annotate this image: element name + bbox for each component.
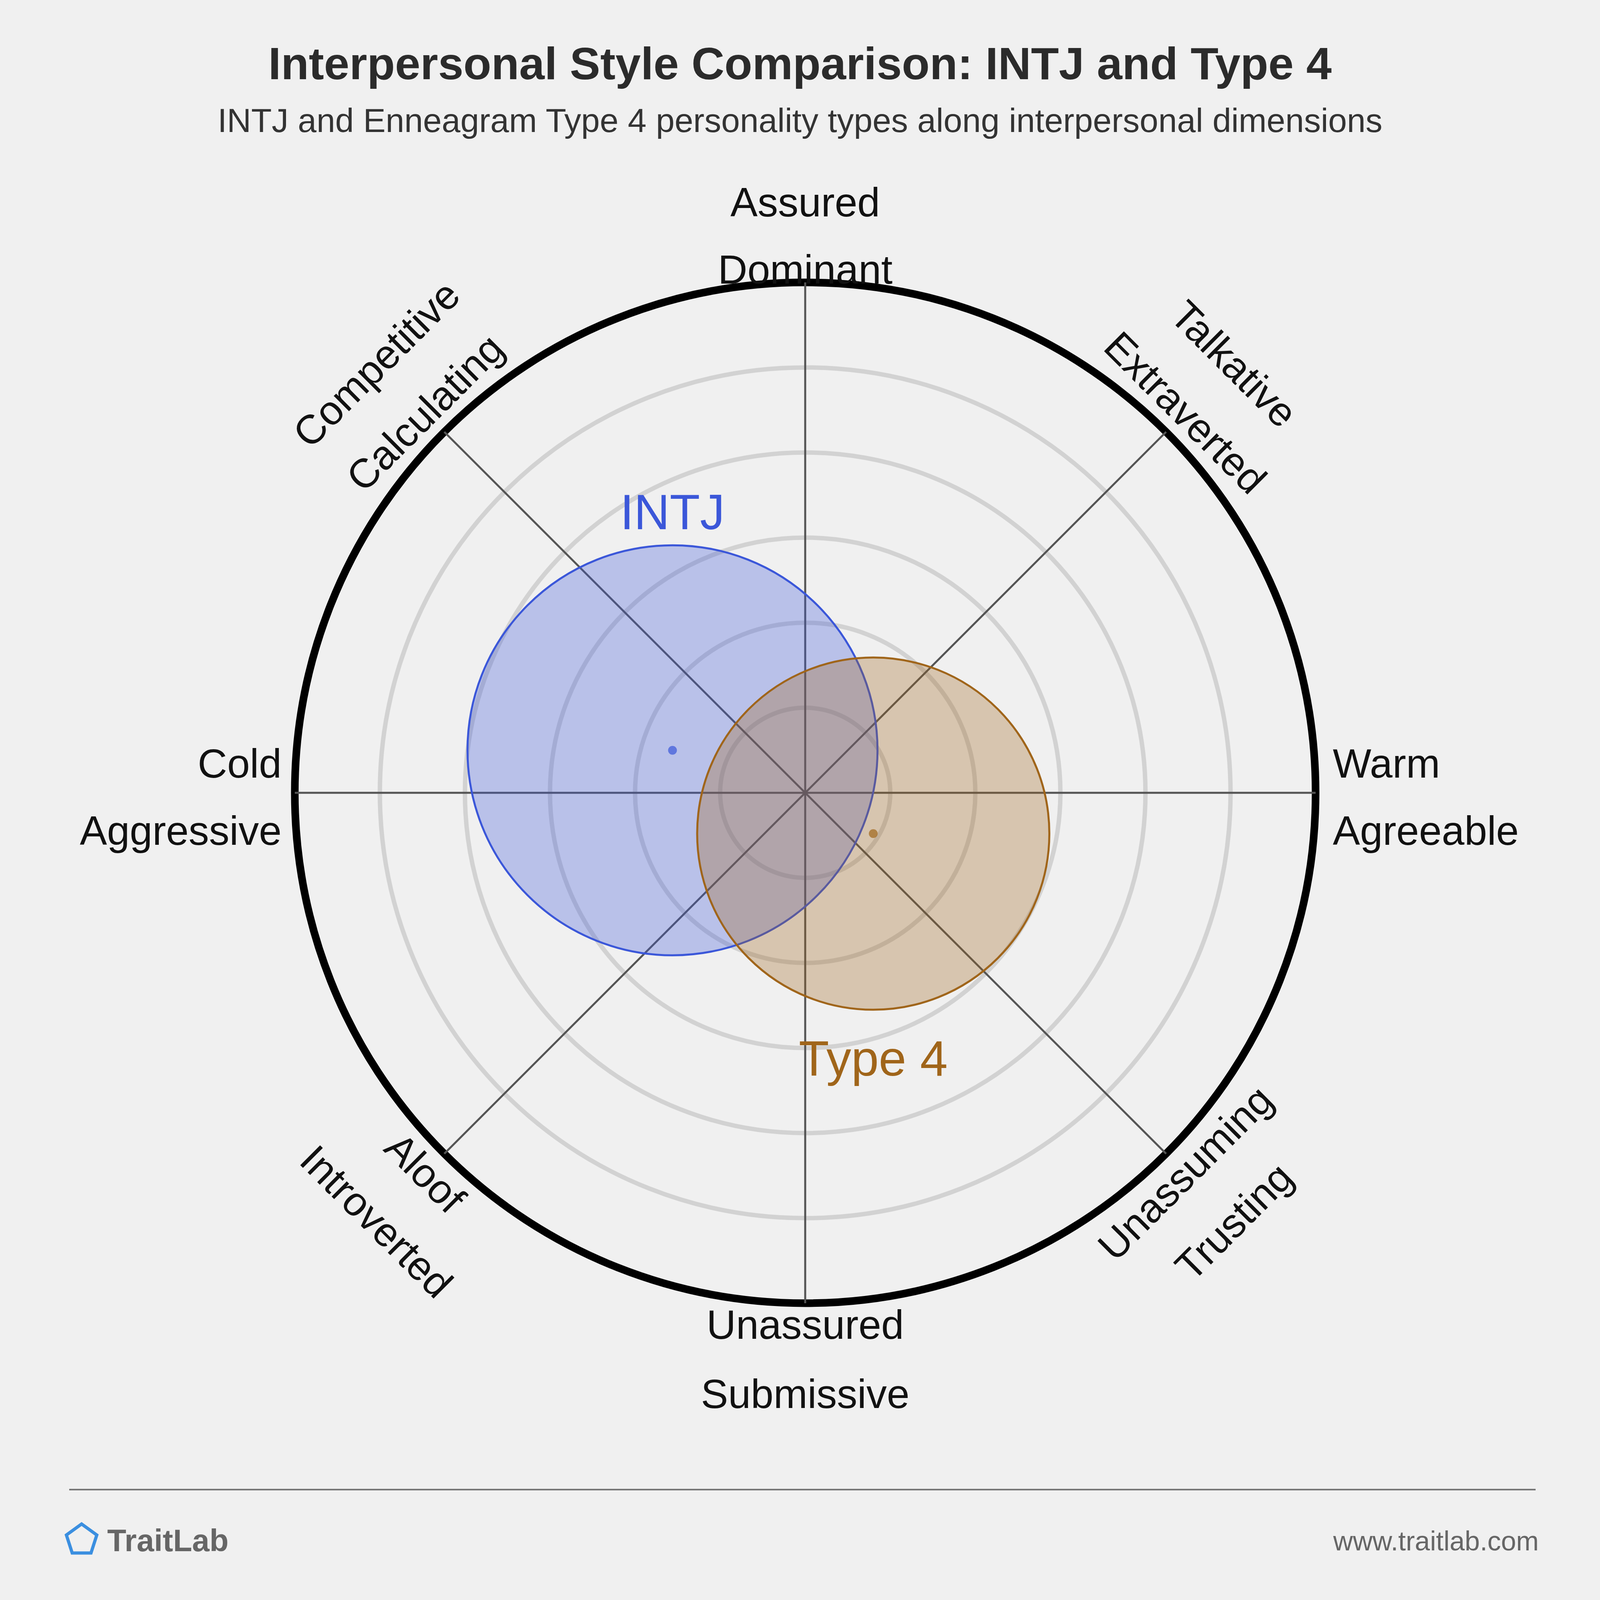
axis-label: Trusting bbox=[1166, 1154, 1302, 1290]
diagonal-label: UnassumingTrusting bbox=[1089, 1076, 1331, 1318]
url: www.traitlab.com bbox=[1332, 1525, 1539, 1556]
axis-label: Aggressive bbox=[79, 808, 282, 854]
diagonal-label: TalkativeExtraverted bbox=[1095, 274, 1324, 503]
axis-labels: Assured Dominant TalkativeExtraverted Warm A… bbox=[79, 179, 1519, 1417]
axis-label: Warm bbox=[1332, 740, 1440, 787]
title: Interpersonal Style Comparison: INTJ and… bbox=[268, 38, 1332, 89]
outer-ring bbox=[294, 282, 1316, 1304]
chart: Interpersonal Style Comparison: INTJ and… bbox=[0, 0, 1600, 1600]
subtitle: INTJ and Enneagram Type 4 personality ty… bbox=[217, 101, 1383, 140]
type-circle bbox=[697, 657, 1050, 1010]
axis-label: Calculating bbox=[337, 325, 513, 500]
logo-icon bbox=[66, 1524, 97, 1553]
axis-label: Cold bbox=[197, 740, 282, 787]
axis-label: Introverted bbox=[291, 1136, 462, 1307]
center-dot bbox=[668, 746, 677, 755]
center-dot bbox=[868, 829, 878, 838]
axis-label: Extraverted bbox=[1095, 322, 1276, 503]
axis-label: Submissive bbox=[700, 1371, 910, 1417]
series-labels: INTJ Type 4 bbox=[620, 484, 948, 1086]
diagonal-label: AloofIntroverted bbox=[291, 1088, 510, 1307]
series-label: Type 4 bbox=[798, 1030, 948, 1086]
axis-label: Unassured bbox=[706, 1302, 904, 1348]
grid bbox=[294, 282, 1316, 1304]
axis-label: Assured bbox=[730, 179, 880, 226]
spoke bbox=[444, 432, 1167, 1154]
footer-rule bbox=[69, 1488, 1536, 1491]
axis-label: Dominant bbox=[718, 246, 893, 293]
data-area bbox=[467, 545, 1050, 1010]
axis-label: Agreeable bbox=[1332, 808, 1519, 854]
background bbox=[0, 0, 1600, 1600]
diagonal-label: CompetitiveCalculating bbox=[284, 271, 518, 505]
series-label: INTJ bbox=[620, 484, 725, 540]
brand: TraitLab bbox=[107, 1522, 229, 1558]
